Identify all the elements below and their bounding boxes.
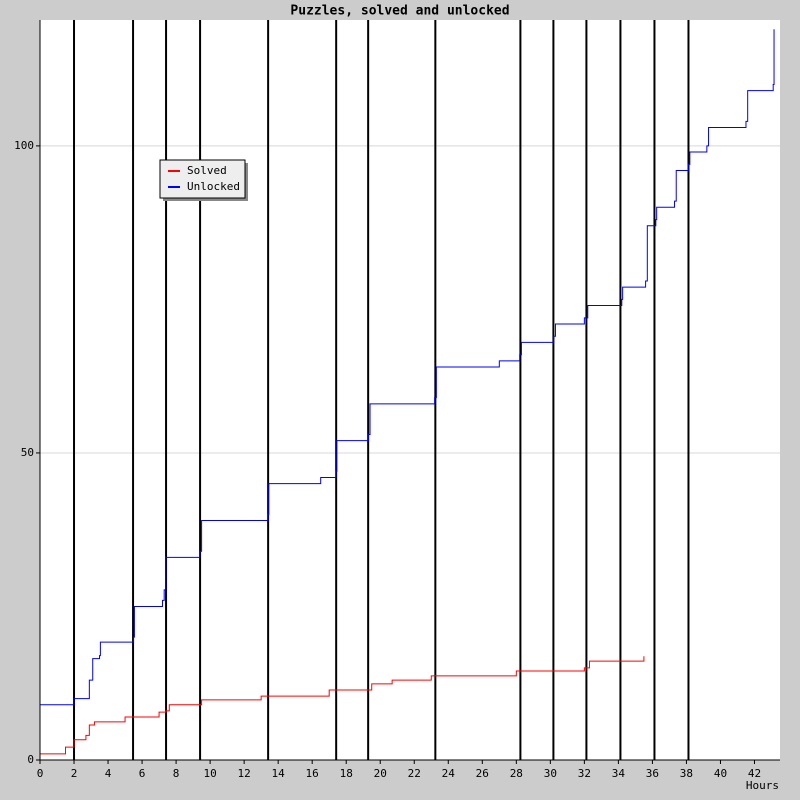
y-tick-label: 50 [21,446,34,459]
chart-title: Puzzles, solved and unlocked [290,4,509,19]
x-tick-label: 36 [646,767,659,780]
x-tick-label: 14 [272,767,286,780]
legend-label: Solved [187,164,227,177]
x-tick-label: 22 [408,767,421,780]
x-axis-label: Hours [746,779,779,792]
x-tick-label: 30 [544,767,557,780]
series-line [40,29,775,706]
x-tick-label: 2 [71,767,78,780]
x-tick-label: 18 [340,767,353,780]
y-tick-label: 0 [27,753,34,766]
x-tick-label: 4 [105,767,112,780]
y-tick-label: 100 [14,139,34,152]
x-tick-label: 38 [680,767,693,780]
legend-label: Unlocked [187,180,240,193]
x-tick-label: 28 [510,767,523,780]
x-tick-label: 20 [374,767,387,780]
x-tick-label: 12 [238,767,251,780]
x-tick-label: 24 [442,767,456,780]
plot-area [40,20,780,760]
x-tick-label: 0 [37,767,44,780]
legend-box [159,159,246,199]
x-tick-label: 32 [578,767,591,780]
series-line [40,656,645,755]
x-tick-label: 42 [748,767,761,780]
x-tick-label: 34 [612,767,626,780]
x-tick-label: 16 [306,767,319,780]
x-tick-label: 26 [476,767,489,780]
x-tick-label: 6 [139,767,146,780]
x-tick-label: 10 [203,767,216,780]
x-tick-label: 8 [173,767,180,780]
x-tick-label: 40 [714,767,727,780]
